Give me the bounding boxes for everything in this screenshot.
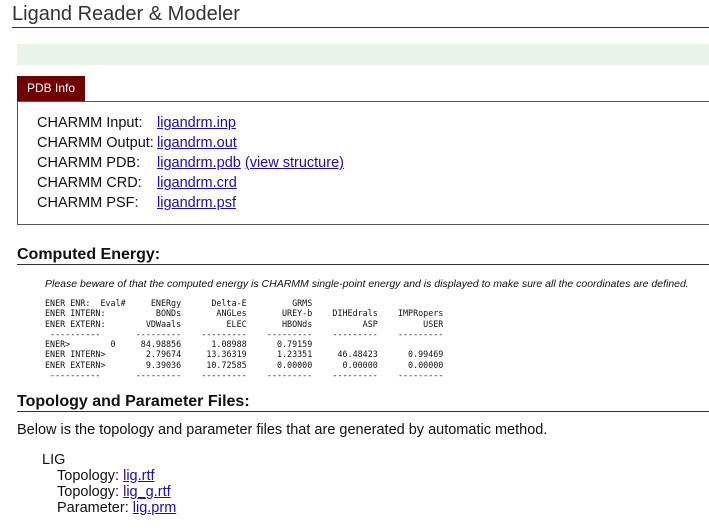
- ligand-group-label: LIG: [42, 452, 66, 468]
- row-label: CHARMM PSF:: [37, 195, 139, 211]
- file-row: Topology: lig_g.rtf: [57, 484, 171, 500]
- output-file-link[interactable]: ligandrm.out: [157, 135, 237, 151]
- file-row: Topology: lig.rtf: [57, 468, 155, 484]
- psf-file-link[interactable]: ligandrm.psf: [157, 195, 236, 211]
- energy-line: ENER ENR: Eval# ENERgy Delta-E GRMS: [45, 298, 313, 308]
- file-label: Topology:: [57, 484, 120, 500]
- rtf-g-file-link[interactable]: lig_g.rtf: [123, 484, 171, 500]
- input-file-link[interactable]: ligandrm.inp: [157, 115, 236, 131]
- rtf-file-link[interactable]: lig.rtf: [123, 468, 155, 484]
- pdb-info-panel: CHARMM Input: ligandrm.inp CHARMM Output:…: [17, 101, 709, 225]
- computed-energy-heading: Computed Energy:: [17, 246, 161, 263]
- notice-bar: [17, 44, 709, 65]
- file-row: Parameter: lig.prm: [57, 500, 176, 516]
- energy-output: ENER ENR: Eval# ENERgy Delta-E GRMS ENER…: [45, 298, 443, 380]
- pdb-info-row-input: CHARMM Input: ligandrm.inp: [37, 115, 236, 131]
- title-divider: [12, 27, 709, 28]
- energy-line: ---------- --------- --------- ---------…: [45, 328, 444, 339]
- energy-line: ENER INTERN> 2.79674 13.36319 1.23351 46…: [45, 349, 444, 360]
- energy-line: ENER EXTERN: VDWaals ELEC HBONds ASP USE…: [45, 318, 444, 329]
- energy-line: ENER INTERN: BONDs ANGLes UREY-b DIHEdra…: [45, 308, 444, 319]
- view-structure-link[interactable]: (view structure): [244, 155, 344, 171]
- pdb-info-row-crd: CHARMM CRD: ligandrm.crd: [37, 175, 237, 191]
- row-label: CHARMM PDB:: [37, 155, 141, 171]
- energy-line: ENER EXTERN> 9.39036 10.72585 0.00000 0.…: [45, 359, 444, 370]
- pdb-info-row-psf: CHARMM PSF: ligandrm.psf: [37, 195, 236, 211]
- pdb-info-row-pdb: CHARMM PDB: ligandrm.pdb (view structure): [37, 155, 344, 171]
- tab-pdb-info[interactable]: PDB Info: [17, 76, 85, 101]
- topology-heading: Topology and Parameter Files:: [17, 393, 250, 410]
- pdb-info-row-output: CHARMM Output: ligandrm.out: [37, 135, 237, 151]
- page-title: Ligand Reader & Modeler: [12, 3, 240, 25]
- prm-file-link[interactable]: lig.prm: [132, 500, 177, 516]
- row-label: CHARMM Input:: [37, 115, 143, 131]
- crd-file-link[interactable]: ligandrm.crd: [157, 175, 237, 191]
- file-label: Topology:: [57, 468, 120, 484]
- energy-line: ENER> 0 84.98856 1.08988 0.79159: [45, 339, 313, 350]
- energy-line: ---------- --------- --------- ---------…: [45, 370, 444, 381]
- row-label: CHARMM CRD:: [37, 175, 142, 191]
- file-label: Parameter:: [57, 500, 129, 516]
- pdb-file-link[interactable]: ligandrm.pdb: [157, 155, 241, 171]
- energy-note: Please beware of that the computed energ…: [45, 278, 689, 290]
- row-label: CHARMM Output:: [37, 135, 154, 151]
- section-divider: [17, 264, 709, 265]
- topology-description: Below is the topology and parameter file…: [17, 422, 548, 438]
- section-divider: [17, 411, 709, 412]
